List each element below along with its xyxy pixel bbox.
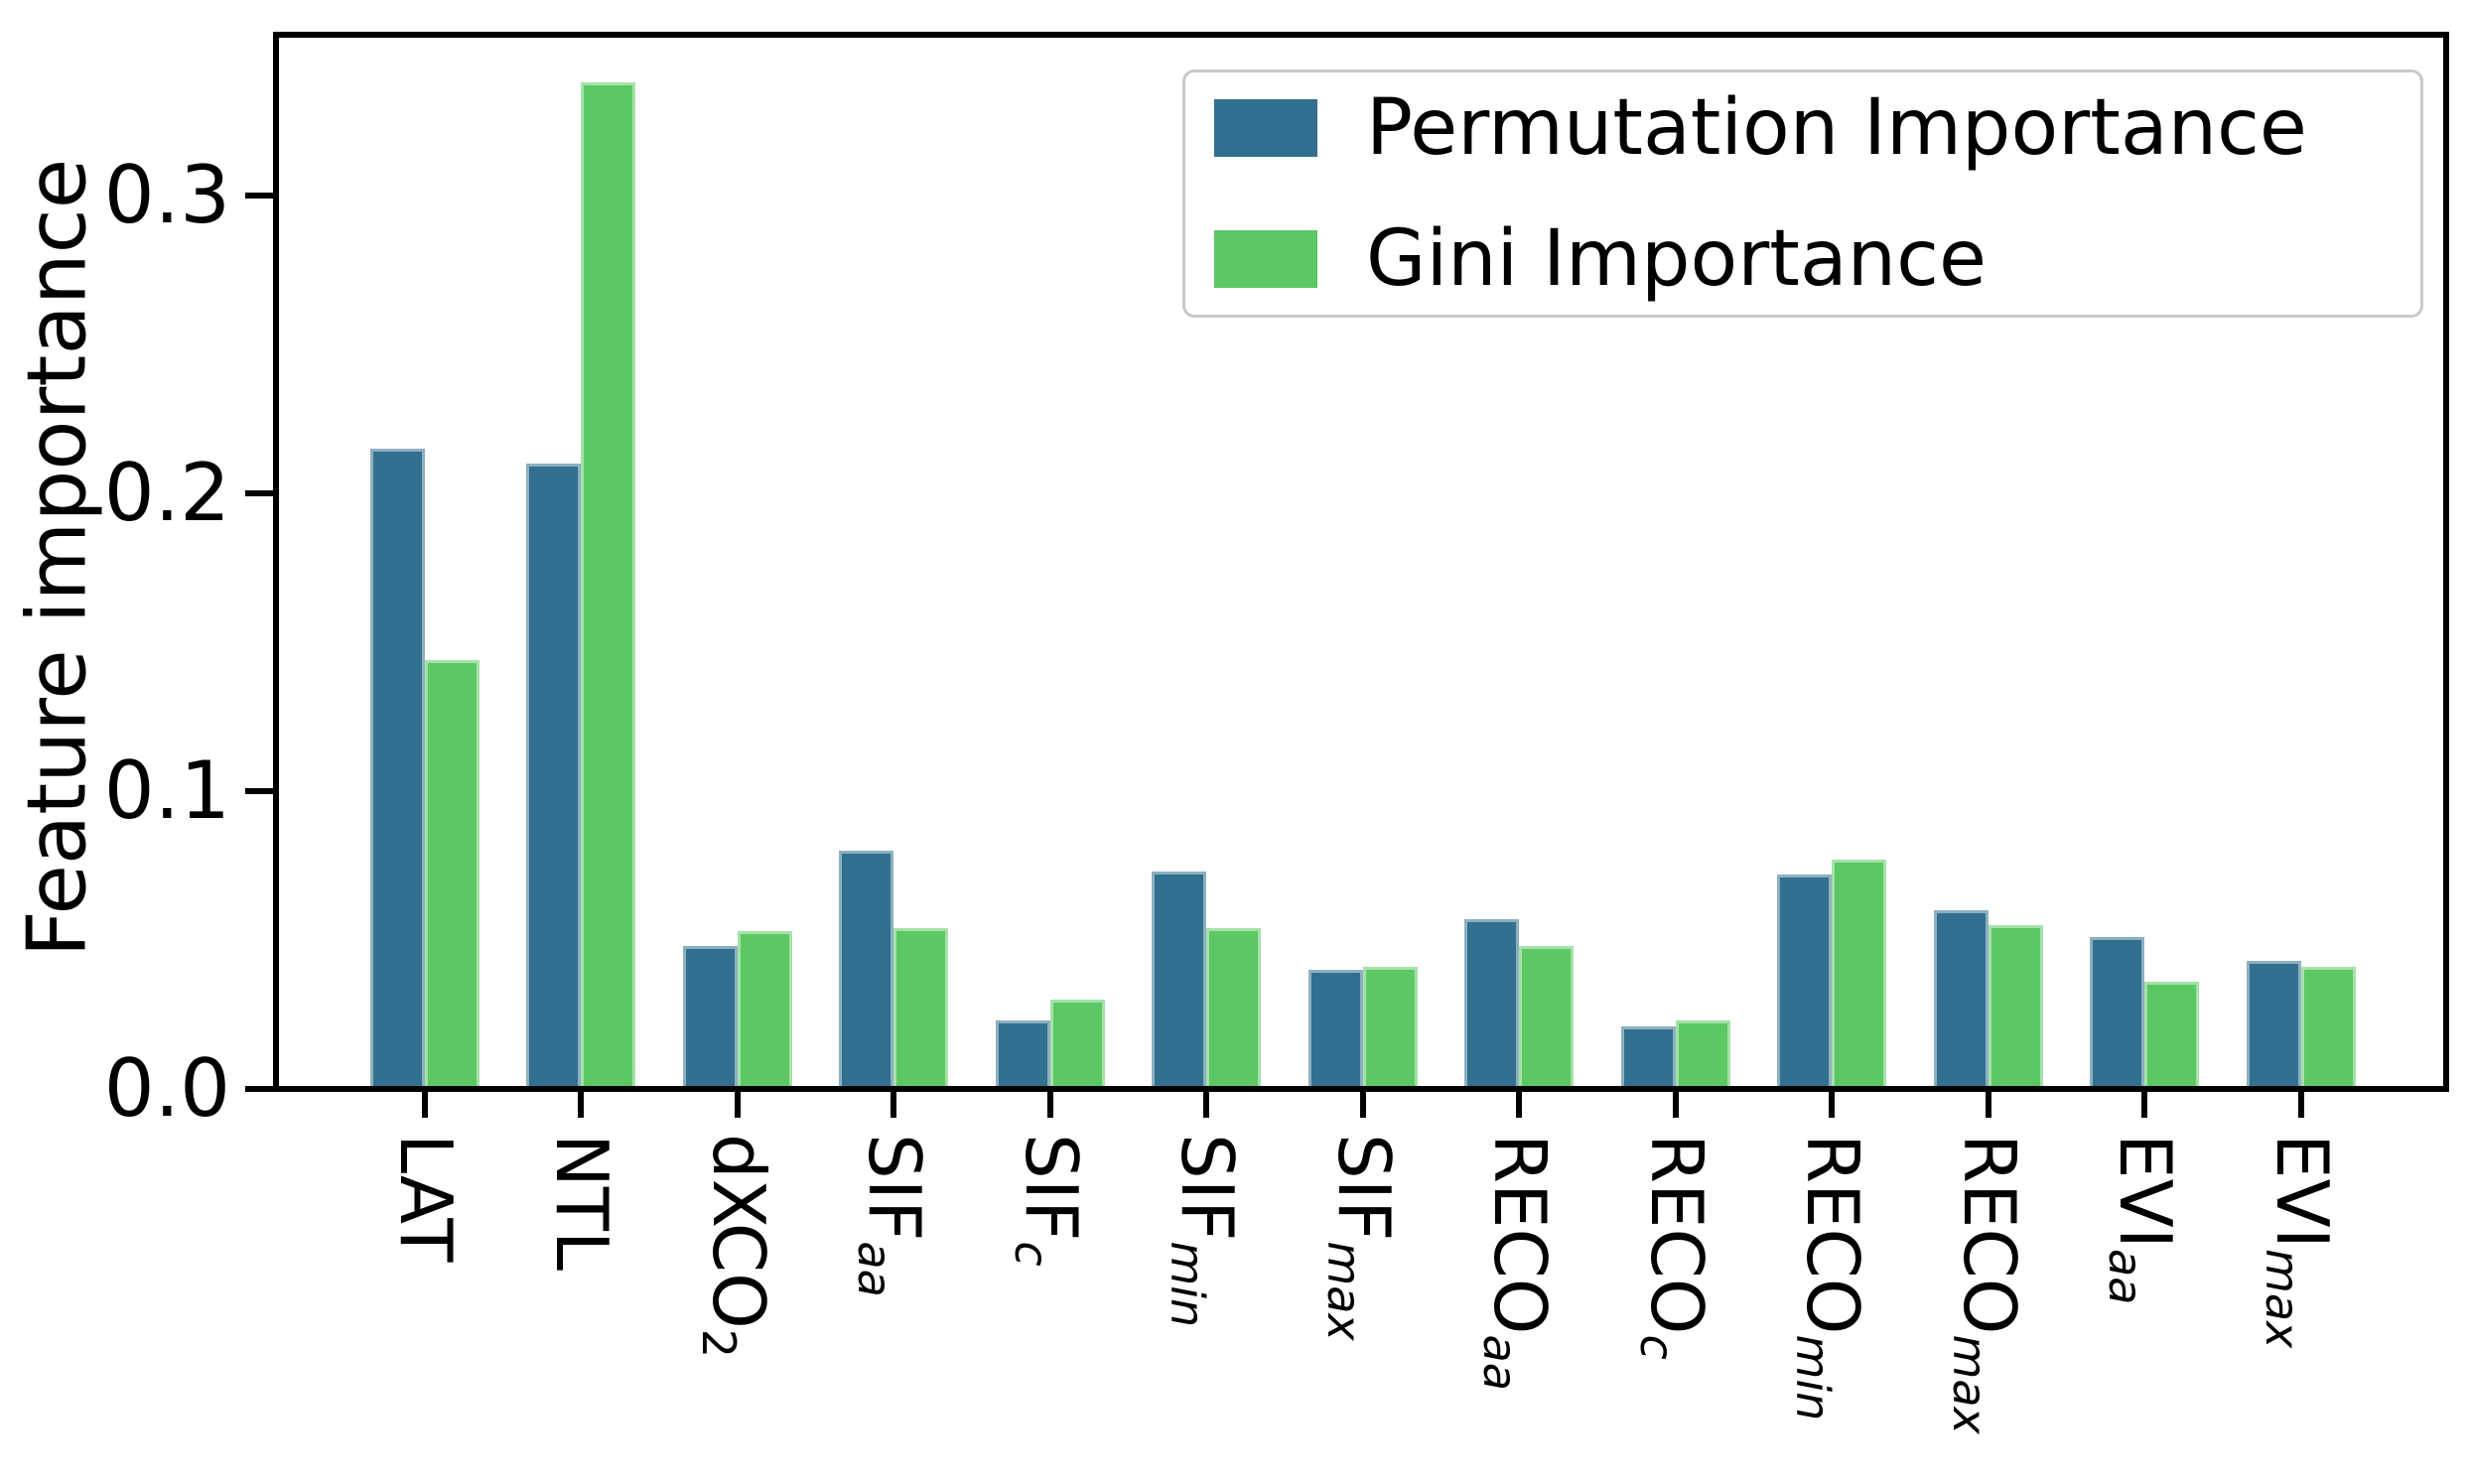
x-tick-label-EVI_aa: EVIaa <box>2089 1134 2187 1305</box>
y-tick-label-0.3: 0.3 <box>103 149 230 241</box>
x-tick-mark-SIF_max <box>1359 1092 1366 1118</box>
x-tick-label-main-dXCO2: dXCO <box>696 1134 780 1329</box>
x-tick-mark-dXCO2 <box>734 1092 741 1118</box>
x-axis-baseline <box>273 1086 2449 1092</box>
x-tick-label-sub-RECO_aa: aa <box>1473 1334 1528 1391</box>
x-tick-label-main-EVI_aa: EVI <box>2104 1134 2188 1249</box>
bar-permutation-EVI_max <box>2247 961 2301 1089</box>
bar-permutation-RECO_aa <box>1464 919 1519 1089</box>
x-tick-label-main-RECO_max: RECO <box>1947 1134 2031 1335</box>
x-tick-label-main-RECO_c: RECO <box>1634 1134 1718 1335</box>
x-tick-label-LAT: LAT <box>384 1134 468 1262</box>
bar-permutation-NTL <box>526 464 581 1089</box>
bar-permutation-RECO_max <box>1934 910 1989 1089</box>
x-tick-mark-RECO_aa <box>1516 1092 1523 1118</box>
x-tick-label-main-SIF_aa: SIF <box>853 1134 937 1242</box>
x-tick-label-sub-RECO_max: max <box>1942 1334 1996 1434</box>
y-tick-label-0.0: 0.0 <box>103 1042 230 1135</box>
x-tick-label-sub-SIF_aa: aa <box>848 1241 902 1297</box>
x-tick-label-main-LAT: LAT <box>384 1134 468 1263</box>
right-spine <box>2443 32 2449 1092</box>
x-tick-mark-SIF_c <box>1046 1092 1053 1118</box>
x-tick-label-main-RECO_min: RECO <box>1791 1134 1875 1335</box>
x-tick-label-SIF_c: SIFc <box>995 1134 1093 1267</box>
x-tick-label-sub-RECO_c: c <box>1629 1334 1684 1360</box>
legend-swatch-gini <box>1214 230 1317 288</box>
legend-swatch-permutation <box>1214 99 1317 157</box>
bar-permutation-dXCO2 <box>683 946 738 1089</box>
bar-gini-RECO_aa <box>1519 946 1574 1089</box>
x-tick-mark-EVI_max <box>2297 1092 2304 1118</box>
x-tick-label-sub-SIF_min: min <box>1161 1241 1215 1328</box>
bar-permutation-SIF_aa <box>839 851 893 1089</box>
x-tick-label-sub-RECO_min: min <box>1786 1334 1841 1421</box>
bar-gini-SIF_min <box>1206 928 1261 1089</box>
bar-gini-LAT <box>425 660 480 1089</box>
bar-gini-RECO_c <box>1676 1020 1730 1089</box>
legend-label-permutation: Permutation Importance <box>1366 83 2307 173</box>
x-tick-label-SIF_max: SIFmax <box>1307 1134 1406 1341</box>
y-axis-label: Feature importance <box>10 158 105 958</box>
x-tick-label-sub-EVI_max: max <box>2255 1248 2309 1349</box>
x-tick-label-sub-EVI_aa: aa <box>2099 1248 2152 1305</box>
x-tick-label-RECO_aa: RECOaa <box>1463 1134 1562 1391</box>
legend-row-gini: Gini Importance <box>1214 219 2420 299</box>
y-tick-label-0.1: 0.1 <box>103 744 230 837</box>
bar-gini-SIF_max <box>1363 967 1418 1089</box>
x-tick-mark-SIF_aa <box>891 1092 897 1118</box>
x-tick-label-sub-SIF_c: c <box>1004 1241 1058 1267</box>
x-tick-label-dXCO2: dXCO2 <box>682 1134 780 1359</box>
bar-permutation-LAT <box>370 449 425 1089</box>
x-tick-label-RECO_min: RECOmin <box>1776 1134 1874 1421</box>
y-tick-mark-0.1 <box>245 788 274 794</box>
bar-gini-EVI_max <box>2301 967 2356 1089</box>
x-tick-label-RECO_max: RECOmax <box>1933 1134 2031 1434</box>
left-spine <box>273 32 279 1092</box>
bar-permutation-RECO_min <box>1777 875 1832 1089</box>
bar-permutation-RECO_c <box>1621 1026 1676 1089</box>
y-tick-mark-0.2 <box>245 490 274 496</box>
legend-label-gini: Gini Importance <box>1366 214 1987 304</box>
bar-gini-SIF_c <box>1050 1000 1105 1089</box>
x-tick-mark-LAT <box>422 1092 428 1118</box>
bar-gini-dXCO2 <box>738 931 792 1089</box>
x-tick-label-EVI_max: EVImax <box>2245 1134 2343 1349</box>
bar-gini-RECO_min <box>1832 860 1886 1089</box>
y-tick-mark-0.3 <box>245 193 274 199</box>
legend: Permutation Importance Gini Importance <box>1182 69 2423 318</box>
bar-gini-EVI_aa <box>2144 982 2199 1089</box>
bar-gini-NTL <box>581 82 635 1089</box>
x-tick-label-main-NTL: NTL <box>540 1134 624 1271</box>
y-tick-label-0.2: 0.2 <box>103 447 230 539</box>
x-tick-label-sub-SIF_max: max <box>1316 1241 1371 1341</box>
x-tick-mark-EVI_aa <box>2141 1092 2148 1118</box>
x-tick-label-RECO_c: RECOc <box>1620 1134 1718 1360</box>
bar-gini-SIF_aa <box>893 928 948 1089</box>
x-tick-mark-SIF_min <box>1203 1092 1210 1118</box>
x-tick-mark-RECO_c <box>1672 1092 1679 1118</box>
x-tick-label-sub-dXCO2: 2 <box>691 1328 746 1359</box>
x-tick-label-main-SIF_c: SIF <box>1009 1134 1093 1242</box>
y-tick-mark-0.0 <box>245 1086 274 1092</box>
x-tick-label-main-SIF_min: SIF <box>1166 1134 1250 1242</box>
bar-permutation-SIF_min <box>1152 872 1206 1089</box>
bar-permutation-SIF_max <box>1308 970 1363 1089</box>
x-tick-label-main-EVI_max: EVI <box>2260 1134 2344 1249</box>
x-tick-mark-NTL <box>578 1092 585 1118</box>
x-tick-mark-RECO_max <box>1985 1092 1991 1118</box>
bar-permutation-EVI_aa <box>2090 937 2144 1089</box>
bar-permutation-SIF_c <box>996 1020 1050 1089</box>
x-tick-label-main-SIF_max: SIF <box>1321 1134 1406 1242</box>
x-tick-label-SIF_aa: SIFaa <box>838 1134 936 1297</box>
x-tick-mark-RECO_min <box>1829 1092 1836 1118</box>
bar-gini-RECO_max <box>1989 925 2043 1089</box>
x-tick-label-SIF_min: SIFmin <box>1151 1134 1249 1328</box>
x-tick-label-main-RECO_aa: RECO <box>1478 1134 1563 1335</box>
top-spine <box>273 32 2449 38</box>
x-tick-label-NTL: NTL <box>540 1134 623 1271</box>
legend-row-permutation: Permutation Importance <box>1214 88 2420 168</box>
